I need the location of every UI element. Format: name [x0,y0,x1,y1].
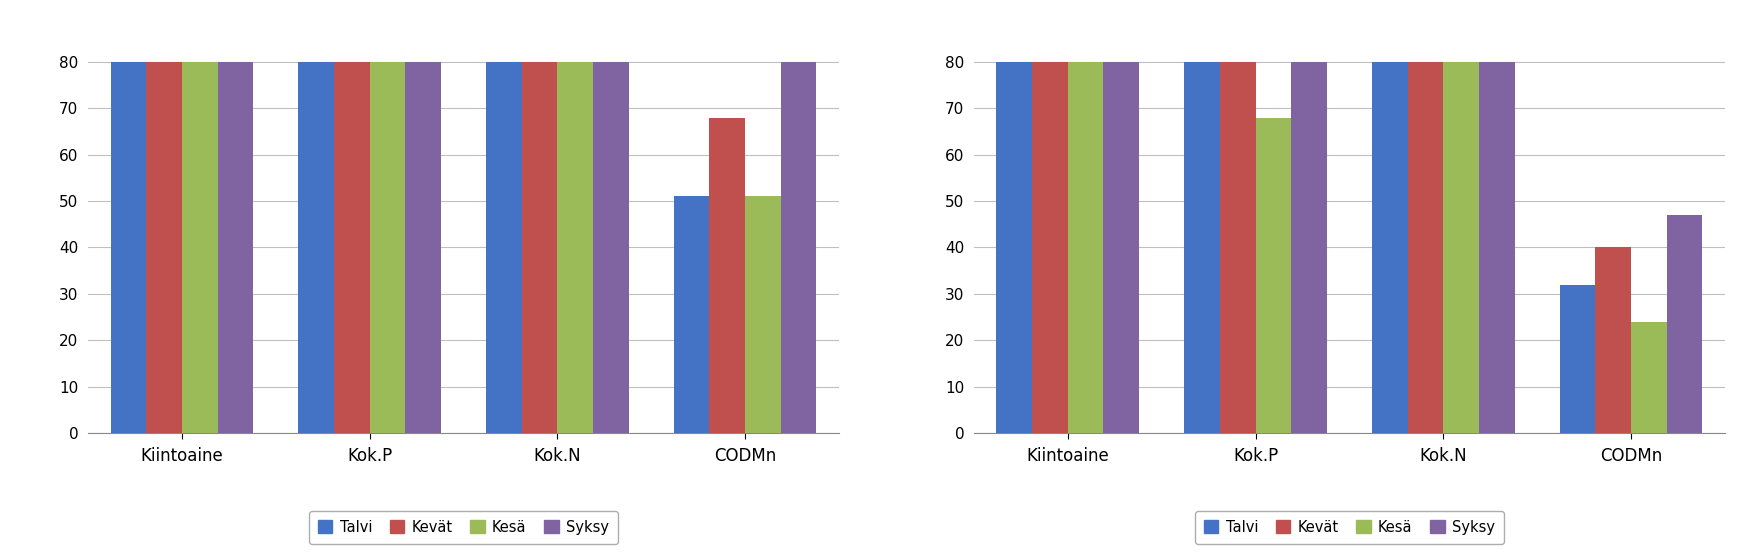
Legend: Talvi, Kevät, Kesä, Syksy: Talvi, Kevät, Kesä, Syksy [1195,511,1503,543]
Bar [593,62,628,433]
Bar [1632,322,1667,433]
Bar [521,62,558,433]
Bar [297,62,334,433]
Bar [1478,62,1515,433]
Bar [1371,62,1408,433]
Bar [370,62,405,433]
Bar [405,62,442,433]
Bar [1184,62,1220,433]
Bar [1595,248,1632,433]
Bar [334,62,370,433]
Bar [1031,62,1068,433]
Bar [1443,62,1478,433]
Bar [111,62,146,433]
Legend: Talvi, Kevät, Kesä, Syksy: Talvi, Kevät, Kesä, Syksy [310,511,618,543]
Bar [181,62,218,433]
Bar [1667,215,1702,433]
Bar [781,62,817,433]
Bar [674,196,709,433]
Bar [709,118,744,433]
Bar [1255,118,1292,433]
Bar [744,196,781,433]
Bar [558,62,593,433]
Bar [146,62,181,433]
Bar [1559,285,1595,433]
Bar [1068,62,1104,433]
Bar [1408,62,1443,433]
Bar [1104,62,1139,433]
Bar [486,62,521,433]
Bar [996,62,1031,433]
Bar [218,62,253,433]
Bar [1292,62,1327,433]
Bar [1220,62,1255,433]
